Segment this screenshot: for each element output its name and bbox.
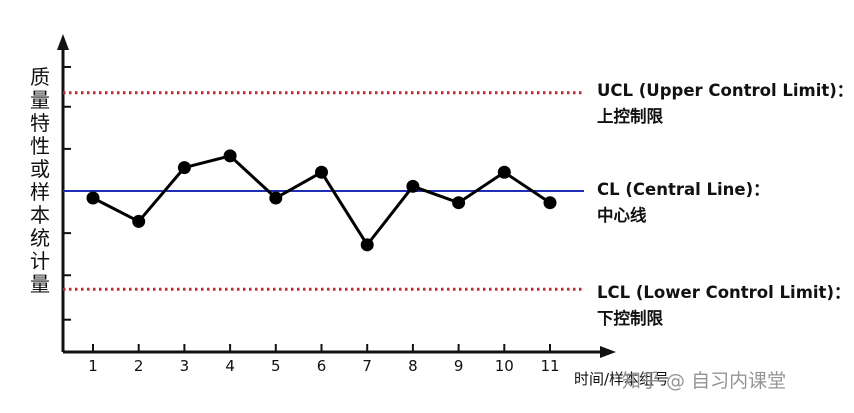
x-tick-label: 3	[180, 357, 190, 375]
cl-label-line1: CL (Central Line)：	[597, 180, 770, 199]
lcl-label-line2: 下控制限	[597, 309, 663, 328]
data-point	[132, 214, 146, 228]
y-axis-arrow	[57, 34, 69, 50]
x-axis-label: 时间/样本组号	[574, 370, 670, 388]
data-point	[86, 191, 100, 205]
data-point	[315, 165, 328, 179]
data-point	[223, 149, 237, 163]
y-axis-label: 质量特性或样本统计量	[30, 65, 50, 296]
x-tick-label: 10	[495, 357, 514, 375]
data-point	[406, 179, 420, 193]
x-tick-label: 8	[408, 357, 418, 375]
x-tick-label: 5	[271, 357, 281, 375]
cl-label-line2: 中心线	[597, 206, 647, 225]
series-group	[86, 149, 557, 252]
lcl-label-line1: LCL (Lower Control Limit)：	[597, 283, 851, 302]
x-tick-labels: 1 2 3 4 5 6 7 8 9 10 11	[88, 344, 560, 375]
data-point	[452, 196, 466, 210]
x-tick-label: 11	[540, 357, 559, 375]
watermark: 知乎 @ 自习内课堂	[622, 370, 787, 392]
x-tick-label: 4	[225, 357, 235, 375]
axes	[57, 34, 616, 358]
x-tick-label: 7	[362, 357, 372, 375]
x-tick-label: 2	[134, 357, 144, 375]
data-point	[360, 238, 374, 252]
data-point	[543, 196, 557, 210]
x-tick-label: 9	[454, 357, 464, 375]
cl-annotation: CL (Central Line)： 中心线	[597, 177, 770, 229]
data-point	[269, 191, 283, 205]
ucl-label-line1: UCL (Upper Control Limit)：	[597, 81, 854, 100]
x-tick-label: 1	[88, 357, 98, 375]
data-point	[177, 161, 191, 175]
lcl-annotation: LCL (Lower Control Limit)： 下控制限	[597, 280, 851, 332]
control-lines	[63, 91, 584, 291]
data-point	[497, 165, 511, 179]
ucl-annotation: UCL (Upper Control Limit)： 上控制限	[597, 78, 853, 130]
x-tick-label: 6	[317, 357, 327, 375]
x-axis-arrow	[600, 346, 616, 358]
ucl-label-line2: 上控制限	[597, 107, 663, 126]
